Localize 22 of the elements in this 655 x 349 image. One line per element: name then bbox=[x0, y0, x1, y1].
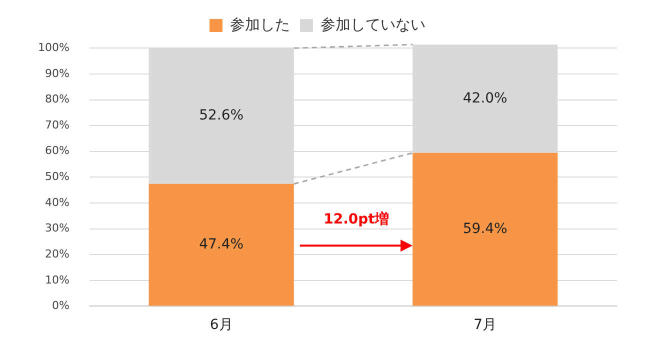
y-tick-label: 10% bbox=[44, 273, 70, 286]
y-tick-label: 60% bbox=[44, 144, 70, 158]
x-tick-label: 6月 bbox=[210, 317, 233, 334]
x-tick-label: 7月 bbox=[474, 317, 497, 334]
bar bbox=[148, 184, 294, 306]
y-tick-label: 100% bbox=[38, 41, 70, 54]
y-tick-label: 90% bbox=[44, 66, 70, 80]
data-label: 59.4% bbox=[462, 220, 508, 237]
legend-label: 参加していない bbox=[320, 15, 426, 34]
legend-label: 参加した bbox=[230, 15, 290, 34]
y-tick-label: 0% bbox=[52, 299, 70, 312]
y-tick-label: 50% bbox=[44, 170, 70, 184]
y-tick-label: 70% bbox=[44, 118, 70, 132]
y-tick-label: 80% bbox=[44, 92, 70, 106]
data-label: 47.4% bbox=[199, 236, 244, 252]
y-tick-label: 30% bbox=[44, 222, 70, 235]
y-tick-label: 20% bbox=[44, 247, 70, 260]
bar bbox=[412, 152, 558, 306]
y-tick-label: 40% bbox=[44, 196, 70, 209]
annotation: 12.0pt増 bbox=[324, 210, 389, 228]
data-label: 42.0% bbox=[462, 90, 508, 106]
data-label: 52.6% bbox=[199, 108, 244, 124]
